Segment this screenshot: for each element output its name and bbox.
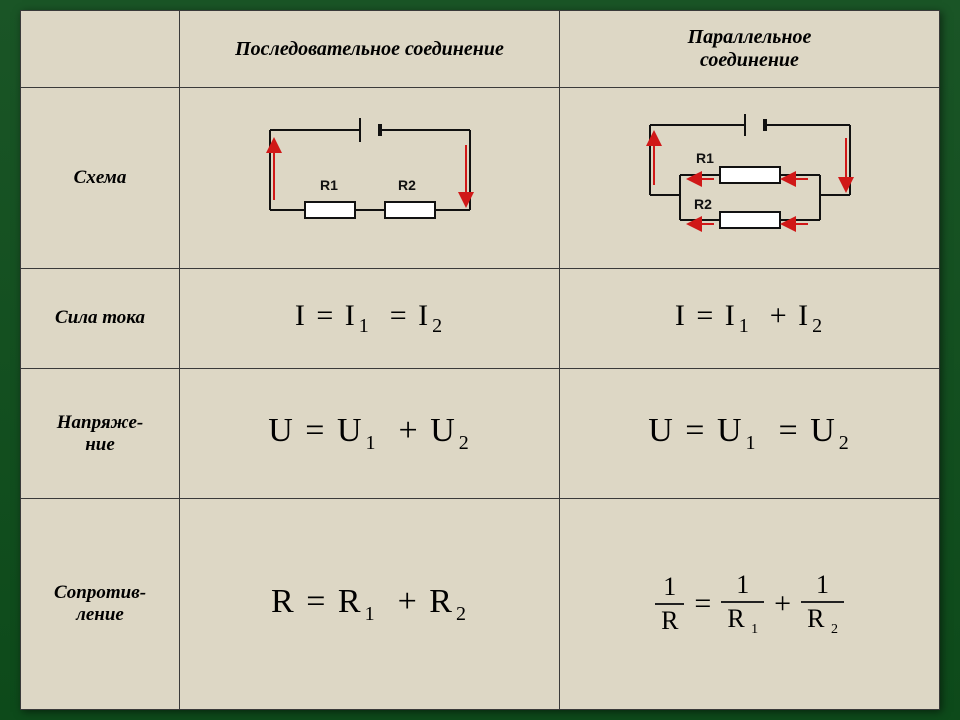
formula-series-voltage: U = U1 + U2: [268, 412, 471, 449]
parallel-r2-label: R2: [694, 196, 712, 212]
series-circuit-diagram: R1 R2: [230, 100, 510, 250]
page-background: Последовательное соединение Параллельное…: [0, 0, 960, 720]
comparison-table: Последовательное соединение Параллельное…: [20, 10, 940, 710]
row-resistance: Сопротив- ление R = R1 + R2 1 R = 1 R 1: [21, 499, 940, 710]
header-series: Последовательное соединение: [180, 11, 560, 88]
cell-parallel-resistance: 1 R = 1 R 1 + 1 R 2: [560, 499, 940, 710]
rowlabel-resistance: Сопротив- ление: [21, 499, 180, 710]
cell-parallel-current: I = I1 + I2: [560, 268, 940, 368]
parallel-r1-label: R1: [696, 150, 714, 166]
rowlabel-current: Сила тока: [21, 268, 180, 368]
formula-parallel-resistance: 1 R = 1 R 1 + 1 R 2: [561, 569, 938, 640]
rowlabel-voltage: Напряже- ние: [21, 369, 180, 499]
series-r1-label: R1: [320, 177, 338, 193]
formula-series-current: I = I1 = I2: [295, 299, 444, 332]
cell-series-schema: R1 R2: [180, 88, 560, 269]
cell-parallel-voltage: U = U1 = U2: [560, 369, 940, 499]
row-voltage: Напряже- ние U = U1 + U2 U = U1 = U2: [21, 369, 940, 499]
header-blank: [21, 11, 180, 88]
cell-series-voltage: U = U1 + U2: [180, 369, 560, 499]
formula-series-resistance: R = R1 + R2: [271, 583, 468, 620]
header-parallel: Параллельное соединение: [560, 11, 940, 88]
parallel-circuit-diagram: R1 R2: [610, 100, 890, 250]
formula-parallel-voltage: U = U1 = U2: [648, 412, 851, 449]
cell-series-resistance: R = R1 + R2: [180, 499, 560, 710]
cell-series-current: I = I1 = I2: [180, 268, 560, 368]
header-row: Последовательное соединение Параллельное…: [21, 11, 940, 88]
rowlabel-schema: Схема: [21, 88, 180, 269]
row-schema: Схема: [21, 88, 940, 269]
series-r2-label: R2: [398, 177, 416, 193]
row-current: Сила тока I = I1 = I2 I = I1 + I2: [21, 268, 940, 368]
cell-parallel-schema: R1 R2: [560, 88, 940, 269]
formula-parallel-current: I = I1 + I2: [675, 299, 824, 332]
